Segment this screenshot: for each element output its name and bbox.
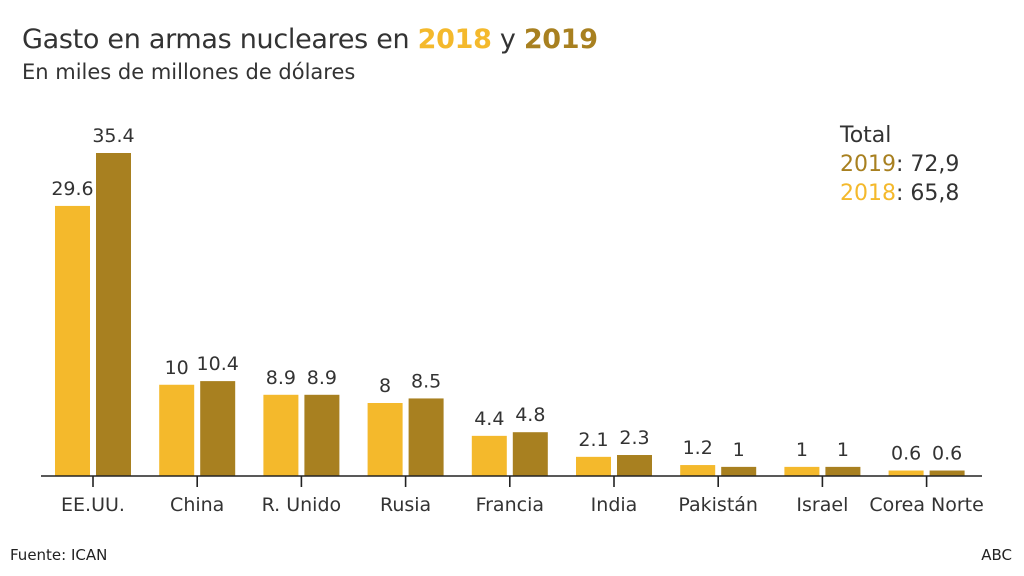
x-tick-label: India xyxy=(591,494,638,516)
bar-2019 xyxy=(96,153,131,476)
value-label-2018: 2.1 xyxy=(578,429,608,451)
value-label-2018: 10 xyxy=(165,357,189,379)
title-mid: y xyxy=(491,24,524,55)
value-label-2019: 0.6 xyxy=(932,443,962,465)
value-label-2019: 4.8 xyxy=(515,404,545,426)
value-label-2018: 1.2 xyxy=(683,437,713,459)
value-label-2019: 2.3 xyxy=(619,427,649,449)
bar-group-india: 2.1 2.3 India xyxy=(576,427,652,516)
totals-value-2018: : 65,8 xyxy=(896,181,960,206)
bar-group-r-unido: 8.9 8.9 R. Unido xyxy=(262,367,342,516)
bar-2019 xyxy=(408,398,444,476)
value-label-2019: 1 xyxy=(733,439,745,461)
bar-2019 xyxy=(512,432,548,476)
totals-value-2019: : 72,9 xyxy=(896,152,960,177)
source-note: Fuente: ICAN xyxy=(10,546,108,564)
bar-group-pakist-n: 1.2 1 Pakistán xyxy=(678,437,758,516)
bar-2018 xyxy=(680,465,716,476)
bar-group-china: 10 10.4 China xyxy=(159,353,239,516)
value-label-2019: 8.5 xyxy=(411,370,441,392)
value-label-2019: 8.9 xyxy=(307,367,337,389)
value-label-2018: 8.9 xyxy=(266,367,296,389)
x-tick-label: Corea Norte xyxy=(869,494,983,516)
bar-group-francia: 4.4 4.8 Francia xyxy=(471,404,548,516)
title-year-2018: 2018 xyxy=(417,24,492,55)
x-tick-label: China xyxy=(170,494,224,516)
chart-title: Gasto en armas nucleares en 2018 y 2019 xyxy=(22,24,598,55)
brand-label: ABC xyxy=(981,546,1012,564)
value-label-2019: 10.4 xyxy=(197,353,239,375)
x-tick-label: EE.UU. xyxy=(61,494,125,516)
x-tick-label: Pakistán xyxy=(678,494,758,516)
bar-2018 xyxy=(576,456,611,476)
totals-row-2019: 2019: 72,9 xyxy=(840,150,959,179)
chart-subtitle: En miles de millones de dólares xyxy=(22,60,356,84)
x-tick-label: R. Unido xyxy=(262,494,342,516)
totals-row-2018: 2018: 65,8 xyxy=(840,179,959,208)
bar-group-ee-uu-: 29.6 35.4 EE.UU. xyxy=(51,125,134,516)
totals-year-2018: 2018 xyxy=(840,181,896,206)
bar-group-corea-norte: 0.6 0.6 Corea Norte xyxy=(869,443,983,516)
value-label-2019: 35.4 xyxy=(92,125,134,147)
x-tick-label: Rusia xyxy=(380,494,431,516)
totals-annotation: Total 2019: 72,9 2018: 65,8 xyxy=(840,121,959,208)
title-prefix: Gasto en armas nucleares en xyxy=(22,24,418,55)
value-label-2018: 8 xyxy=(379,375,391,397)
bar-2018 xyxy=(159,384,195,476)
bar-2019 xyxy=(304,394,340,476)
bar-2019 xyxy=(825,466,861,476)
x-tick-label: Israel xyxy=(796,494,848,516)
bar-2019 xyxy=(721,466,757,476)
bar-2019 xyxy=(617,455,652,476)
totals-heading: Total xyxy=(840,123,892,148)
bar-2018 xyxy=(784,466,820,476)
bar-2018 xyxy=(888,470,924,476)
bar-group-israel: 1 1 Israel xyxy=(784,439,861,516)
bar-group-rusia: 8 8.5 Rusia xyxy=(367,370,444,516)
value-label-2018: 0.6 xyxy=(891,443,921,465)
value-label-2018: 4.4 xyxy=(474,408,504,430)
bar-2019 xyxy=(200,381,236,476)
bar-2018 xyxy=(55,205,90,476)
value-label-2018: 1 xyxy=(796,439,808,461)
x-tick-label: Francia xyxy=(476,494,544,516)
bar-2018 xyxy=(471,435,507,476)
value-label-2019: 1 xyxy=(837,439,849,461)
title-year-2019: 2019 xyxy=(523,24,598,55)
bar-2018 xyxy=(263,394,299,476)
totals-year-2019: 2019 xyxy=(840,152,896,177)
bar-2019 xyxy=(929,470,965,476)
bar-2018 xyxy=(367,403,403,476)
value-label-2018: 29.6 xyxy=(51,178,93,200)
